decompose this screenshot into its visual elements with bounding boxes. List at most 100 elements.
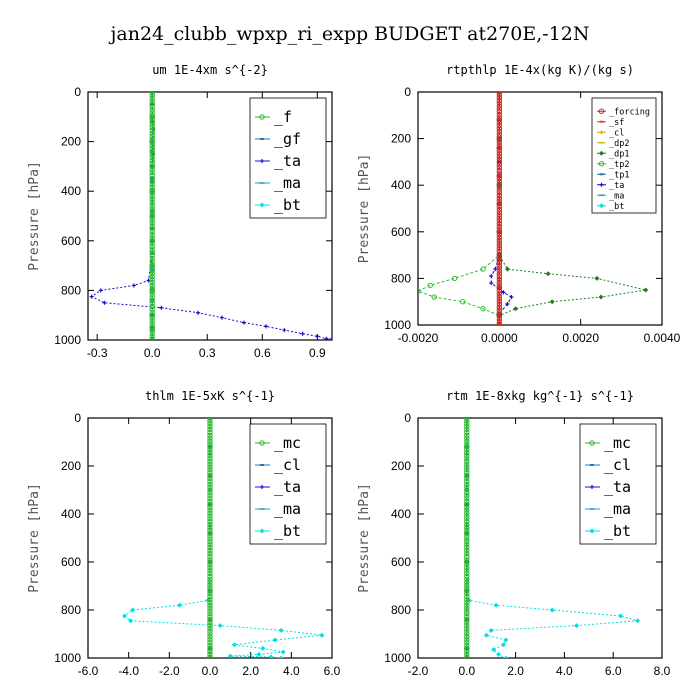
zero-line-marker [496, 195, 503, 201]
legend-label: _mc [274, 434, 301, 452]
x-tick-label: 0.3 [199, 346, 216, 360]
x-tick-label: 0.0 [458, 664, 475, 678]
zero-line-marker [207, 461, 213, 467]
zero-line-marker [149, 223, 155, 229]
zero-line-marker [149, 321, 155, 327]
legend-entry: _gf [255, 130, 301, 148]
zero-line-marker [464, 527, 470, 534]
legend-entry: _tp2 [597, 160, 629, 170]
zero-line-marker [464, 533, 470, 539]
legend-marker [259, 202, 265, 208]
zero-line-marker [496, 189, 503, 196]
data-point [635, 618, 641, 624]
x-tick-label: -0.0020 [398, 331, 439, 345]
zero-line-marker [207, 648, 213, 654]
zero-line-marker [207, 510, 213, 516]
zero-line-marker [464, 619, 470, 626]
y-tick-label: 400 [61, 184, 81, 198]
zero-line-marker [464, 472, 470, 479]
data-point [496, 651, 502, 657]
zero-line-marker [496, 150, 503, 157]
y-tick-label: 400 [61, 507, 81, 521]
zero-line-marker [464, 493, 470, 499]
legend-entry: _ta [255, 478, 301, 496]
zero-line-marker [496, 153, 503, 160]
data-point [328, 338, 332, 340]
zero-line-marker [496, 170, 503, 176]
zero-line-marker [496, 299, 503, 305]
legend-label: _forcing [609, 107, 650, 117]
zero-line-marker [496, 181, 503, 187]
zero-line-marker [464, 599, 470, 606]
zero-line-marker [496, 268, 503, 274]
legend-entry: _cl [255, 456, 301, 474]
zero-line-marker [149, 214, 155, 220]
zero-line-marker [496, 237, 503, 243]
zero-line-marker [464, 435, 470, 441]
zero-line-marker [464, 429, 470, 436]
zero-line-marker [207, 639, 213, 646]
zero-line-marker [464, 576, 470, 582]
zero-line-marker [496, 173, 503, 179]
zero-line-marker [207, 478, 213, 485]
zero-line-marker [464, 614, 470, 620]
zero-line-marker [496, 321, 503, 325]
zero-line-marker [207, 654, 213, 658]
legend-marker [589, 528, 595, 534]
legend-marker [599, 130, 604, 135]
zero-line-marker [207, 521, 213, 528]
legend-marker [260, 464, 264, 466]
data-point [500, 642, 506, 648]
zero-line-marker [207, 637, 213, 643]
zero-line-marker [464, 444, 470, 450]
zero-line-marker [207, 516, 213, 522]
zero-line-marker [496, 215, 503, 221]
data-point [219, 315, 224, 320]
zero-line-marker [207, 544, 213, 551]
zero-line-marker [496, 257, 503, 263]
data-point [509, 295, 514, 300]
data-point [150, 339, 155, 340]
zero-line-marker [464, 596, 470, 603]
zero-line-marker [149, 136, 155, 143]
zero-line-marker [149, 238, 155, 244]
zero-line-marker [149, 312, 155, 318]
zero-line-marker [464, 498, 470, 505]
data-point [319, 632, 325, 638]
zero-line-marker [496, 122, 503, 129]
zero-line-marker [464, 426, 470, 433]
zero-line-marker [207, 481, 213, 487]
data-point [149, 269, 155, 272]
zero-line-marker [464, 423, 470, 430]
zero-line-marker [464, 475, 470, 482]
data-point [497, 230, 502, 233]
data-point [208, 647, 212, 650]
zero-line-marker [207, 475, 213, 482]
zero-line-marker [496, 287, 503, 294]
zero-line-marker [496, 209, 503, 215]
zero-line-marker [496, 97, 503, 104]
zero-line-marker [496, 293, 503, 299]
y-axis-label: Pressure [hPa] [357, 483, 372, 593]
data-point [643, 287, 649, 293]
zero-line-marker [149, 288, 155, 295]
legend-entry: _tp1 [597, 170, 629, 180]
zero-line-marker [207, 605, 213, 611]
zero-line-marker [207, 438, 213, 444]
data-point [491, 647, 497, 653]
zero-line-marker [464, 654, 470, 658]
data-point [263, 324, 268, 329]
zero-line-marker [496, 259, 503, 266]
legend-marker [590, 464, 594, 466]
data-point [324, 336, 329, 340]
zero-line-marker [207, 559, 213, 565]
data-point [130, 607, 136, 613]
legend-marker [599, 173, 604, 176]
zero-line-marker [496, 142, 503, 148]
zero-line-marker [464, 553, 470, 559]
data-point [282, 328, 287, 333]
legend-entry: _ma [255, 174, 301, 192]
zero-line-marker [207, 596, 213, 603]
zero-line-marker [207, 585, 213, 591]
